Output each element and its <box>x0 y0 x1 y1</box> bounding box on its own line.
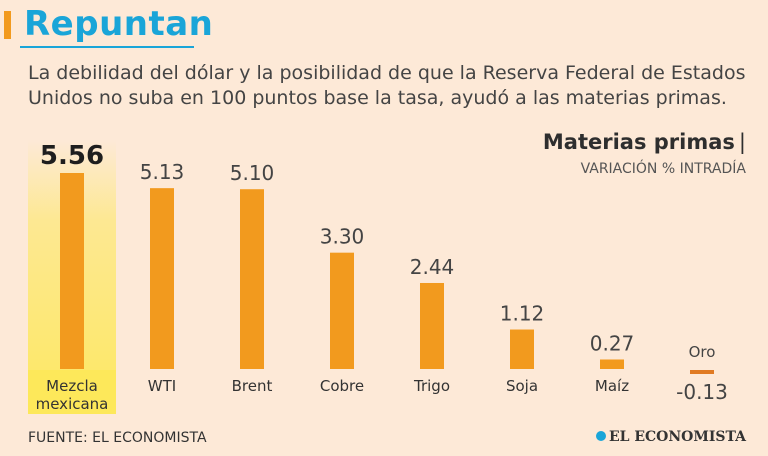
chart-title-separator: | <box>738 130 746 154</box>
value-label: -0.13 <box>676 380 728 404</box>
chart-subtitle: VARIACIÓN % INTRADÍA <box>580 161 746 177</box>
value-label: 3.30 <box>320 225 365 249</box>
category-label: Cobre <box>320 377 364 395</box>
category-label: Oro <box>689 343 716 361</box>
category-label: Trigo <box>413 377 450 395</box>
headline: Repuntan <box>24 4 214 44</box>
highlight-label-box <box>28 370 116 414</box>
subtitle: La debilidad del dólar y la posibilidad … <box>28 62 746 109</box>
chart-title: Materias primas | <box>543 130 746 154</box>
bar-soja <box>510 329 534 369</box>
category-label: WTI <box>148 377 176 395</box>
bar-wti <box>150 188 174 369</box>
chart-title-text: Materias primas <box>542 130 735 154</box>
infographic-frame <box>4 0 764 452</box>
brand-name: EL ECONOMISTA <box>608 429 746 445</box>
value-label: 1.12 <box>500 302 545 326</box>
category-label: Soja <box>506 377 538 395</box>
value-label: 2.44 <box>410 255 455 279</box>
value-label: 5.13 <box>140 160 185 184</box>
value-label: 5.10 <box>230 161 275 185</box>
bar-mezcla-mexicana <box>60 173 84 369</box>
brand-icon <box>595 431 606 441</box>
category-label: Maíz <box>595 377 629 395</box>
bar-oro <box>690 370 714 374</box>
category-label: mexicana <box>36 395 109 413</box>
headline-underline <box>20 46 194 48</box>
bar-maíz <box>600 359 624 369</box>
brand-logo: EL ECONOMISTA <box>595 429 746 445</box>
category-label: Brent <box>232 377 273 395</box>
value-label: 5.56 <box>40 141 104 171</box>
bar-brent <box>240 189 264 369</box>
value-label: 0.27 <box>590 331 635 355</box>
category-label: Mezcla <box>46 377 98 395</box>
bar-cobre <box>330 252 354 369</box>
source-note: FUENTE: EL ECONOMISTA <box>28 430 207 446</box>
bar-trigo <box>420 282 444 369</box>
title-accent-bar <box>4 11 11 39</box>
